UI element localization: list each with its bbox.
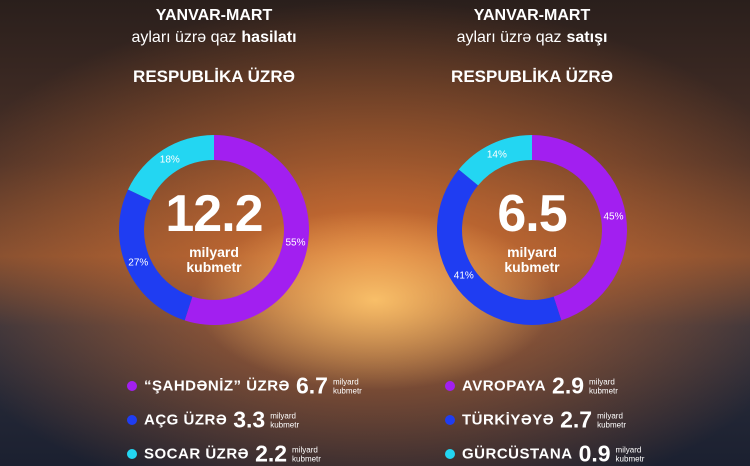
legend-marker [445,449,455,459]
legend-amount: 2.2 [255,440,288,466]
legend-name: “ŞAHDƏNİZ” ÜZRƏ [144,377,290,395]
legend-amount: 6.7 [295,372,328,399]
legend-amount: 2.9 [552,372,585,399]
legend-name: SOCAR ÜZRƏ [144,445,250,463]
slice-label: 41% [453,270,474,282]
center-unit: milyard kubmetr [504,244,560,275]
donut-slice [128,135,214,201]
donut-slice [532,135,628,321]
legend-marker [445,415,455,425]
donut-slice [184,135,309,325]
slice-label: 45% [603,211,624,223]
legend-unit: milyard kubmetr [292,445,321,463]
chart-heading: RESPUBLİKA ÜZRƏ [451,67,613,86]
subtitle-emphasis: hasilatı [241,29,297,46]
slice-label: 55% [285,237,306,249]
legend-amount: 2.7 [560,406,593,433]
chart-subtitle: ayları üzrə qaz hasilatı [131,29,296,47]
chart-subtitle: ayları üzrə qaz satışı [457,29,608,47]
legend-name: GÜRCÜSTANA [462,445,573,463]
legend-unit: milyard kubmetr [615,445,645,463]
donut-slice [118,189,193,321]
legend-unit: milyard kubmetr [270,411,300,429]
donut-slice [436,169,562,326]
legend-row: AÇG ÜZRƏ 3.3 milyard kubmetr [144,407,306,434]
slice-label: 27% [128,257,149,269]
donut-slice [458,135,532,186]
legend-unit: milyard kubmetr [332,377,362,395]
legend-marker [127,381,137,391]
subtitle-text: ayları üzrə qaz [456,29,562,46]
legend-amount: 0.9 [578,440,611,466]
slice-label: 14% [486,149,507,161]
legend-row: GÜRCÜSTANA 0.9 milyard kubmetr [462,441,652,466]
legend-row: “ŞAHDƏNİZ” ÜZRƏ 6.7 milyard kubmetr [144,373,369,400]
center-unit: milyard kubmetr [186,244,242,275]
subtitle-text: ayları üzrə qaz [131,29,237,46]
chart-title: YANVAR-MART [473,7,591,24]
legend-marker [127,449,137,459]
legend-name: AÇG ÜZRƏ [144,411,228,429]
chart-title: YANVAR-MART [155,7,273,24]
legend-row: SOCAR ÜZRƏ 2.2 milyard kubmetr [144,441,328,466]
legend-row: TÜRKİYƏYƏ 2.7 milyard kubmetr [462,407,633,434]
legend-marker [127,415,137,425]
slice-label: 18% [159,154,180,166]
legend-row: AVROPAYA 2.9 milyard kubmetr [462,373,625,400]
legend-unit: milyard kubmetr [597,411,627,429]
legend-amount: 3.3 [233,406,266,433]
center-total: 12.2 [165,185,263,243]
legend-marker [445,381,455,391]
subtitle-emphasis: satışı [566,29,608,46]
legend-unit: milyard kubmetr [589,377,618,395]
center-total: 6.5 [497,185,567,243]
chart-heading: RESPUBLİKA ÜZRƏ [133,67,295,86]
legend-name: AVROPAYA [462,377,547,395]
legend-name: TÜRKİYƏYƏ [462,411,555,429]
